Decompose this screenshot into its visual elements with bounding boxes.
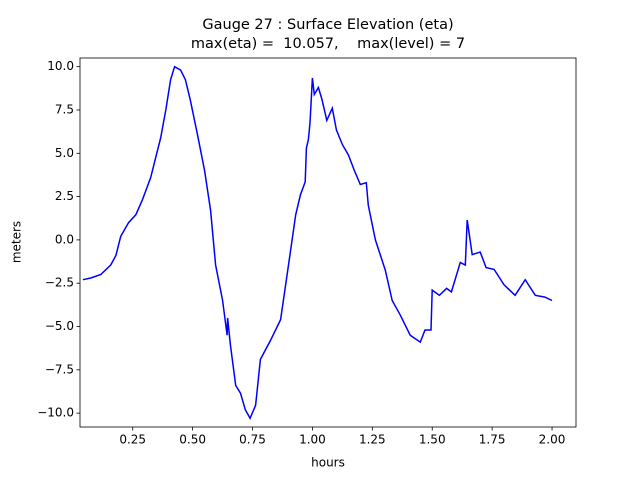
- x-tick-label: 1.75: [479, 433, 506, 447]
- x-tick-label: 2.00: [539, 433, 566, 447]
- x-tick-label: 0.75: [239, 433, 266, 447]
- y-tick-label: −5.0: [45, 319, 74, 333]
- x-tick-label: 0.50: [179, 433, 206, 447]
- y-tick-label: −2.5: [45, 276, 74, 290]
- y-tick-label: −10.0: [37, 406, 74, 420]
- chart-title: Gauge 27 : Surface Elevation (eta): [202, 17, 453, 33]
- y-tick-label: −7.5: [45, 362, 74, 376]
- x-tick-label: 1.50: [419, 433, 446, 447]
- y-axis-label: meters: [10, 221, 24, 263]
- x-axis-label: hours: [311, 456, 345, 470]
- y-tick-label: 5.0: [55, 146, 74, 160]
- x-tick-label: 1.00: [299, 433, 326, 447]
- plot-frame: [79, 57, 577, 428]
- data-line: [82, 65, 553, 421]
- y-tick-label: 0.0: [55, 232, 74, 246]
- x-tick-label: 0.25: [119, 433, 146, 447]
- y-tick-label: 7.5: [55, 102, 74, 116]
- y-tick-label: 10.0: [47, 59, 74, 73]
- chart-subtitle: max(eta) = 10.057, max(level) = 7: [191, 36, 465, 52]
- x-tick-label: 1.25: [359, 433, 386, 447]
- y-tick-label: 2.5: [55, 189, 74, 203]
